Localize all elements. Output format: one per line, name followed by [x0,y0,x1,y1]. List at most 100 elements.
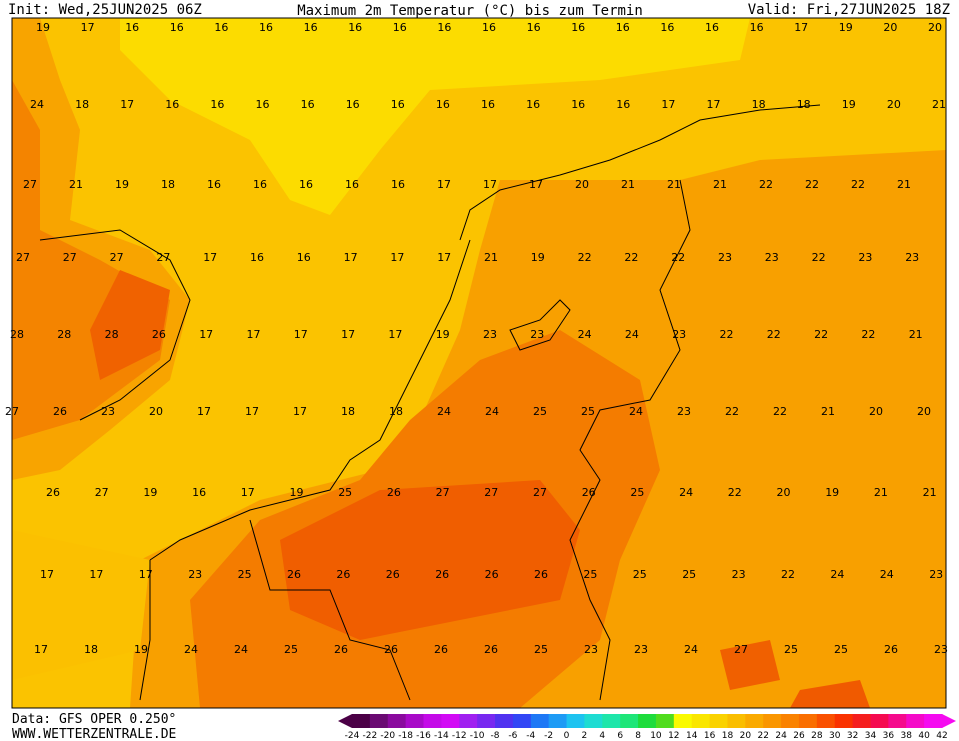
temperature-value: 21 [932,98,946,111]
temperature-value: 16 [165,98,179,111]
temperature-value: 16 [436,98,450,111]
colorbar-segment [834,714,854,728]
temperature-value: 16 [527,21,541,34]
temperature-value: 22 [671,251,685,264]
colorbar-segment [495,714,514,728]
temperature-value: 19 [290,486,304,499]
colorbar-arrow-left [338,714,352,728]
site-label: WWW.WETTERZENTRALE.DE [12,727,176,741]
temperature-value: 25 [533,405,547,418]
temperature-value: 25 [534,643,548,656]
temperature-value: 27 [484,486,498,499]
temperature-value: 17 [34,643,48,656]
colorbar-label: -10 [470,731,485,741]
colorbar-segment [745,714,764,728]
colorbar-label: 22 [757,731,768,741]
colorbar-segment [423,714,442,728]
temperature-value: 19 [839,21,853,34]
temperature-value: 16 [348,21,362,34]
temperature-value: 27 [436,486,450,499]
colorbar-label: -16 [416,731,431,741]
colorbar-label: -18 [398,731,413,741]
colorbar-segment [387,714,407,728]
temperature-value: 20 [149,405,163,418]
temperature-value: 21 [621,178,635,191]
temperature-value: 22 [773,405,787,418]
temperature-value: 18 [341,405,355,418]
colorbar-segment [655,714,675,728]
temperature-value: 22 [720,328,734,341]
temperature-value: 16 [571,21,585,34]
temperature-value: 18 [389,405,403,418]
colorbar-label: 28 [811,731,823,741]
colorbar-label: 32 [847,731,858,741]
colorbar-segment [852,714,871,728]
temperature-value: 16 [660,21,674,34]
temperature-value: 23 [732,568,746,581]
temperature-value: 19 [842,98,856,111]
colorbar-segment [870,714,889,728]
temperature-value: 22 [725,405,739,418]
colorbar-segment [709,714,728,728]
colorbar-label: 40 [918,731,930,741]
temperature-value: 17 [197,405,211,418]
temperature-value: 27 [156,251,170,264]
temperature-value: 17 [390,251,404,264]
colorbar-label: 4 [599,731,605,741]
temperature-value: 17 [794,21,808,34]
colorbar-label: -22 [363,731,378,741]
colorbar-segment [763,714,782,728]
colorbar-label: 2 [582,731,588,741]
temperature-value: 22 [805,178,819,191]
temperature-value: 17 [199,328,213,341]
temperature-value: 16 [616,98,630,111]
temperature-value: 23 [934,643,948,656]
temperature-value: 21 [484,251,498,264]
temperature-value: 28 [105,328,119,341]
temperature-value: 24 [485,405,499,418]
temperature-value: 16 [616,21,630,34]
temperature-value: 20 [928,21,942,34]
temperature-value: 22 [812,251,826,264]
temperature-value: 28 [57,328,71,341]
temperature-value: 16 [256,98,270,111]
temperature-value: 16 [437,21,451,34]
map-frame [11,17,947,709]
temperature-value: 20 [917,405,931,418]
temperature-value: 24 [437,405,451,418]
colorbar-segment [602,714,621,728]
temperature-value: 24 [679,486,693,499]
temperature-value: 27 [95,486,109,499]
temperature-value: 16 [299,178,313,191]
temperature-value: 27 [734,643,748,656]
temperature-value: 16 [391,178,405,191]
temperature-value: 17 [341,328,355,341]
temperature-value: 16 [526,98,540,111]
temperature-value: 18 [75,98,89,111]
valid-label: Valid: Fri,27JUN2025 18Z [748,2,950,18]
temperature-value: 27 [63,251,77,264]
temperature-value: 21 [69,178,83,191]
colorbar-label: -20 [380,731,395,741]
temperature-value: 25 [583,568,597,581]
colorbar-segment [781,714,800,728]
temperature-value: 17 [203,251,217,264]
colorbar-label: 8 [635,731,641,741]
colorbar-segment [477,714,496,728]
temperature-value: 16 [253,178,267,191]
colorbar-segment [459,714,478,728]
colorbar-label: -24 [345,731,360,741]
temperature-value: 19 [143,486,157,499]
colorbar-segment [691,714,711,728]
temperature-value: 16 [750,21,764,34]
temperature-value: 17 [344,251,358,264]
temperature-value: 22 [624,251,638,264]
temperature-value: 17 [241,486,255,499]
temperature-value: 20 [575,178,589,191]
temperature-value: 25 [284,643,298,656]
temperature-value: 24 [578,328,592,341]
temperature-value: 17 [247,328,261,341]
temperature-value: 19 [436,328,450,341]
temperature-value: 19 [825,486,839,499]
